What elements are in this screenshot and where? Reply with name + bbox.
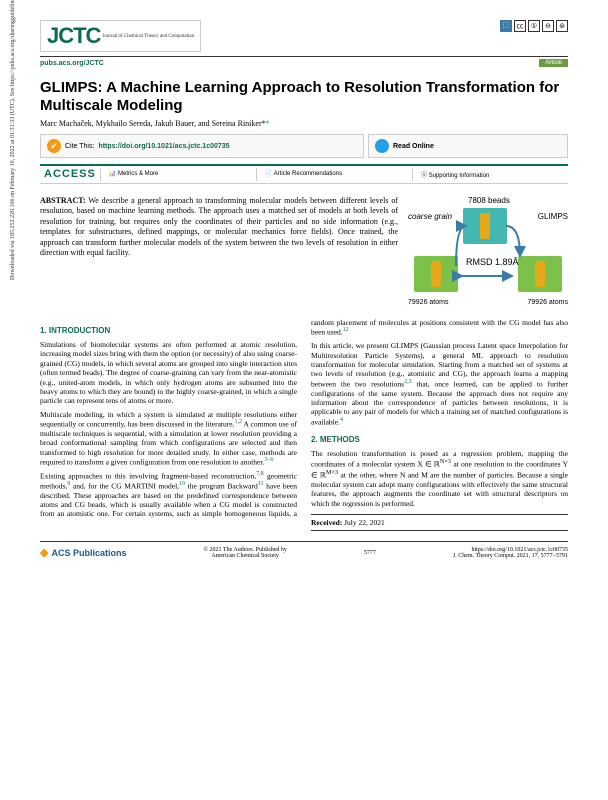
license-icon: ⬚ — [500, 20, 512, 32]
pubs-link[interactable]: pubs.acs.org/JCTC — [40, 60, 104, 67]
subheader: pubs.acs.org/JCTC Article — [40, 56, 568, 69]
received-box: Received: July 22, 2021 — [311, 514, 568, 531]
abstract-area: ABSTRACT: We describe a general approach… — [32, 188, 576, 314]
cc-icon: ㏄ — [514, 20, 526, 32]
article-badge: Article — [539, 59, 568, 67]
copyright: © 2021 The Authors. Published by America… — [203, 547, 286, 559]
footer-doi: https://doi.org/10.1021/acs.jctc.1c00735… — [453, 547, 568, 559]
article-title: GLIMPS: A Machine Learning Approach to R… — [40, 79, 568, 115]
journal-logo-box: JCTC Journal of Chemical Theory and Comp… — [40, 20, 201, 52]
intro-p2: Multiscale modeling, in which a system i… — [40, 410, 297, 467]
abstract-text: ABSTRACT: We describe a general approach… — [40, 196, 398, 306]
acs-icon: ◆ — [40, 546, 48, 559]
abstract-figure: 7808 beads coarse grain GLIMPS RMSD 1.89… — [408, 196, 568, 306]
recommendations-link[interactable]: 📄 Article Recommendations — [257, 168, 413, 181]
nd-icon: ⊜ — [556, 20, 568, 32]
read-online-label: Read Online — [393, 143, 434, 150]
cite-label: Cite This: — [65, 143, 94, 150]
fig-rmsd: RMSD 1.89Å — [466, 258, 519, 267]
cite-bar: ✔ Cite This: https://doi.org/10.1021/acs… — [40, 134, 568, 158]
intro-p1: Simulations of biomolecular systems are … — [40, 340, 297, 406]
header-icons: ⬚ ㏄ ① ⊖ ⊜ — [500, 20, 568, 32]
header: JCTC Journal of Chemical Theory and Comp… — [40, 20, 568, 52]
body-columns: 1. INTRODUCTION Simulations of biomolecu… — [40, 318, 568, 531]
metrics-link[interactable]: 📊 Metrics & More — [101, 168, 257, 181]
authors: Marc Machaček, Mykhailo Sereda, Jakub Ba… — [40, 119, 568, 128]
methods-heading: 2. METHODS — [311, 435, 568, 445]
fig-br-label: 79926 atoms — [528, 299, 568, 306]
fig-arrows — [408, 196, 568, 306]
download-note: Downloaded via 185.252.220.166 on Februa… — [10, 0, 16, 280]
globe-icon: 🌐 — [375, 139, 389, 153]
access-label[interactable]: ACCESS — [40, 168, 101, 181]
checkmark-icon: ✔ — [47, 139, 61, 153]
cite-box[interactable]: ✔ Cite This: https://doi.org/10.1021/acs… — [40, 134, 364, 158]
fig-bl-label: 79926 atoms — [408, 299, 448, 306]
jctc-logo: JCTC — [47, 23, 100, 49]
page-number: 5777 — [364, 550, 376, 556]
access-bar: ACCESS 📊 Metrics & More 📄 Article Recomm… — [40, 164, 568, 184]
intro-heading: 1. INTRODUCTION — [40, 326, 297, 336]
corresponding-icon: * — [266, 119, 270, 128]
intro-p4: In this article, we present GLIMPS (Gaus… — [311, 341, 568, 426]
footer: ◆ ACS Publications © 2021 The Authors. P… — [40, 541, 568, 559]
journal-name: Journal of Chemical Theory and Computati… — [102, 34, 194, 39]
nc-icon: ⊖ — [542, 20, 554, 32]
doi-link[interactable]: https://doi.org/10.1021/acs.jctc.1c00735 — [98, 143, 229, 150]
methods-p1: The resolution transformation is posed a… — [311, 449, 568, 508]
by-icon: ① — [528, 20, 540, 32]
read-online-box[interactable]: 🌐 Read Online — [368, 134, 568, 158]
acs-publications-logo: ◆ ACS Publications — [40, 546, 126, 559]
si-link[interactable]: ⓢ Supporting Information — [413, 168, 568, 181]
